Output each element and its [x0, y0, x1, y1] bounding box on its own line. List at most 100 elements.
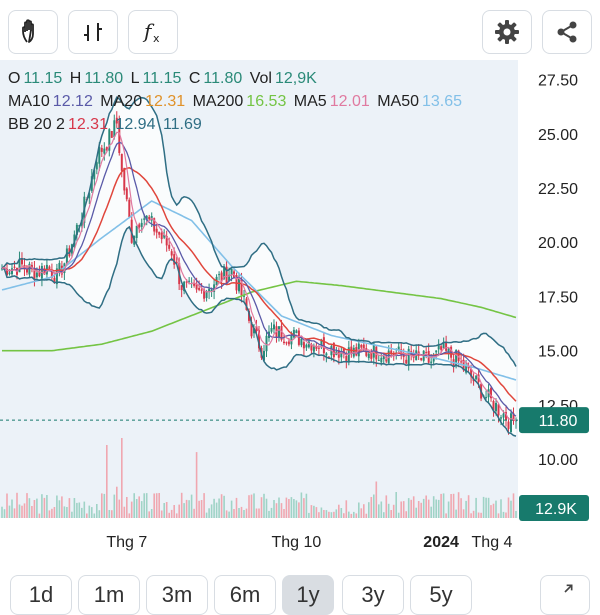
range-3m-tab[interactable]: 3m: [146, 575, 208, 615]
volume-bar: [500, 499, 502, 518]
volume-bar: [1, 506, 3, 518]
volume-bar: [358, 502, 360, 518]
candle-body: [155, 228, 158, 233]
candle-body: [507, 421, 510, 429]
candle-body: [50, 269, 53, 278]
volume-label: Vol: [249, 70, 272, 87]
volume-bar: [457, 492, 460, 518]
candle-body: [100, 147, 103, 152]
volume-bar: [8, 505, 11, 518]
candle-body: [75, 224, 78, 236]
volume-bar: [490, 505, 492, 518]
candle-body: [310, 344, 313, 351]
range-5y-tab[interactable]: 5y: [410, 575, 472, 615]
candle-body: [470, 368, 473, 377]
range-1d-tab[interactable]: 1d: [10, 575, 72, 615]
candle-body: [143, 218, 146, 220]
share-button[interactable]: [542, 10, 592, 54]
price-chart: 27.5025.0022.5020.0017.5015.0012.5010.00…: [0, 73, 589, 551]
volume-bar: [163, 503, 165, 518]
volume-bar: [118, 499, 121, 518]
volume-bar: [243, 510, 245, 518]
volume-bar: [258, 508, 260, 518]
candle-body: [90, 176, 93, 191]
candle-body: [397, 346, 400, 351]
range-1y-tab[interactable]: 1y: [282, 575, 334, 615]
candle-body: [265, 335, 268, 352]
volume-bar: [387, 503, 390, 518]
volume-bar: [76, 502, 78, 518]
volume-bar: [83, 501, 86, 518]
y-tick-label: 20.00: [538, 235, 578, 252]
candle-body: [210, 289, 213, 292]
candle-body: [205, 291, 208, 298]
candle-body: [347, 347, 350, 363]
volume-bar: [470, 513, 472, 518]
volume-bar: [43, 497, 46, 518]
candle-body: [198, 287, 201, 290]
volume-bar: [193, 508, 195, 518]
volume-bar: [116, 486, 118, 518]
volume-bar: [13, 508, 16, 518]
volume-bar: [178, 504, 180, 518]
volume-bar: [101, 493, 103, 518]
volume-bar: [375, 481, 378, 518]
candle-body: [170, 251, 173, 256]
volume-bar: [442, 493, 445, 518]
candle-body: [392, 353, 395, 356]
candle-body: [180, 285, 183, 291]
volume-bar: [315, 507, 318, 518]
volume-bar: [345, 500, 348, 518]
range-6m-tab[interactable]: 6m: [214, 575, 276, 615]
candle-body: [11, 268, 13, 275]
volume-bar: [46, 495, 48, 518]
candle-body: [258, 330, 260, 349]
candle-body: [243, 295, 245, 297]
candle-body: [108, 129, 111, 151]
volume-bar: [288, 499, 290, 518]
ohlc-row: O 11.15 H 11.80 L 11.15 C 11.80 Vol 12,9K: [8, 70, 320, 88]
last-volume-label: 12.9K: [535, 501, 577, 518]
candle-body: [442, 342, 445, 349]
indicator-button[interactable]: [68, 10, 118, 54]
candle-body: [218, 274, 221, 276]
candle-body: [512, 413, 515, 421]
volume-bar: [218, 498, 220, 518]
range-3y-tab[interactable]: 3y: [342, 575, 404, 615]
volume-bar: [31, 506, 33, 518]
volume-bar: [295, 500, 298, 518]
candle-body: [200, 289, 203, 291]
candle-body: [495, 402, 497, 412]
expand-button[interactable]: [540, 575, 590, 615]
volume-bar: [502, 511, 505, 518]
volume-bar: [340, 508, 343, 518]
candle-body: [158, 231, 161, 235]
candle-body: [497, 404, 500, 416]
candle-body: [405, 359, 408, 364]
last-volume-tag: [519, 495, 589, 521]
candle-body: [168, 244, 171, 249]
volume-bar: [26, 493, 28, 518]
volume-bar: [392, 504, 395, 518]
candle-body: [317, 347, 320, 349]
candle-body: [118, 120, 121, 153]
volume-bar: [248, 495, 250, 518]
candle-body: [510, 413, 512, 432]
candle-body: [377, 359, 380, 361]
settings-button[interactable]: [482, 10, 532, 54]
volume-bar: [36, 498, 38, 518]
volume-bar: [140, 501, 143, 518]
volume-value: 12,9K: [274, 70, 317, 87]
draw-tool-button[interactable]: [8, 10, 58, 54]
volume-bar: [98, 510, 101, 518]
formula-button[interactable]: f x: [128, 10, 178, 54]
volume-bar: [373, 494, 375, 518]
volume-bar: [68, 498, 71, 518]
candle-body: [420, 357, 423, 361]
candle-body: [460, 361, 463, 363]
volume-bar: [148, 511, 150, 518]
range-1m-tab[interactable]: 1m: [78, 575, 140, 615]
candle-body: [400, 349, 403, 355]
volume-bar: [253, 493, 255, 518]
volume-bar: [475, 497, 477, 518]
